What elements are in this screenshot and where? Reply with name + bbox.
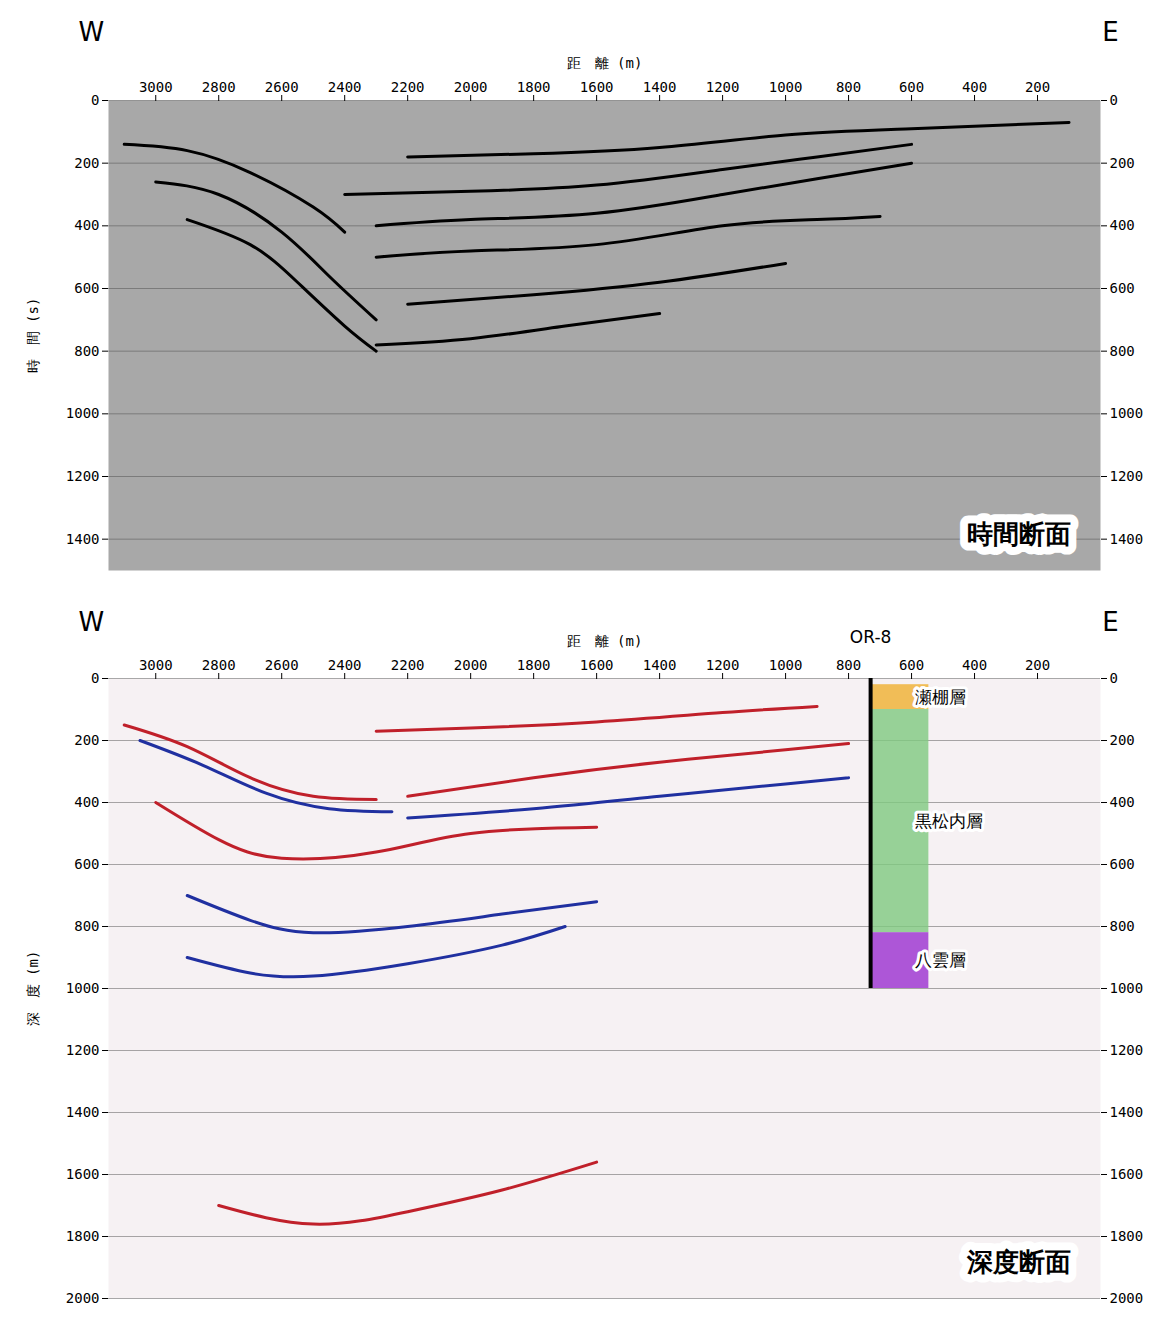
- svg-text:200: 200: [1025, 657, 1050, 673]
- svg-text:1400: 1400: [643, 657, 677, 673]
- svg-text:400: 400: [74, 794, 99, 810]
- svg-text:黒松内層: 黒松内層: [915, 811, 983, 831]
- svg-text:1000: 1000: [66, 405, 100, 421]
- svg-text:400: 400: [962, 657, 987, 673]
- svg-text:八雲層: 八雲層: [915, 950, 966, 970]
- svg-text:1400: 1400: [1110, 531, 1144, 547]
- svg-text:200: 200: [74, 732, 99, 748]
- svg-text:1800: 1800: [1110, 1228, 1144, 1244]
- svg-text:200: 200: [74, 155, 99, 171]
- svg-text:3000: 3000: [139, 657, 173, 673]
- svg-text:W: W: [79, 607, 105, 637]
- svg-text:1400: 1400: [1110, 1104, 1144, 1120]
- svg-text:2400: 2400: [328, 657, 362, 673]
- svg-text:600: 600: [74, 280, 99, 296]
- svg-text:2200: 2200: [391, 79, 425, 95]
- svg-text:1000: 1000: [1110, 405, 1144, 421]
- svg-text:2000: 2000: [66, 1290, 100, 1306]
- svg-text:800: 800: [74, 343, 99, 359]
- svg-text:1800: 1800: [66, 1228, 100, 1244]
- svg-text:200: 200: [1025, 79, 1050, 95]
- svg-text:1400: 1400: [66, 1104, 100, 1120]
- svg-text:1200: 1200: [706, 657, 740, 673]
- svg-text:600: 600: [1110, 280, 1135, 296]
- svg-text:1600: 1600: [66, 1166, 100, 1182]
- svg-text:800: 800: [1110, 918, 1135, 934]
- svg-text:距 離 (m): 距 離 (m): [567, 55, 643, 71]
- svg-text:1800: 1800: [517, 657, 551, 673]
- svg-text:0: 0: [91, 92, 99, 108]
- svg-text:2400: 2400: [328, 79, 362, 95]
- svg-text:深 度 (m): 深 度 (m): [25, 951, 41, 1027]
- svg-text:2600: 2600: [265, 657, 299, 673]
- svg-text:200: 200: [1110, 732, 1135, 748]
- svg-text:1200: 1200: [1110, 468, 1144, 484]
- svg-text:200: 200: [1110, 155, 1135, 171]
- svg-text:800: 800: [836, 79, 861, 95]
- svg-text:1600: 1600: [580, 657, 614, 673]
- svg-text:E: E: [1102, 607, 1118, 637]
- svg-text:1000: 1000: [1110, 980, 1144, 996]
- svg-text:0: 0: [1110, 670, 1118, 686]
- svg-text:1000: 1000: [769, 79, 803, 95]
- svg-text:600: 600: [899, 657, 924, 673]
- svg-text:400: 400: [1110, 217, 1135, 233]
- svg-text:距 離 (m): 距 離 (m): [567, 633, 643, 649]
- svg-text:800: 800: [1110, 343, 1135, 359]
- svg-text:600: 600: [74, 856, 99, 872]
- svg-text:瀬棚層: 瀬棚層: [915, 687, 966, 707]
- svg-text:深度断面: 深度断面: [966, 1247, 1071, 1277]
- svg-text:1200: 1200: [66, 1042, 100, 1058]
- svg-text:1200: 1200: [706, 79, 740, 95]
- svg-text:1600: 1600: [580, 79, 614, 95]
- svg-text:2600: 2600: [265, 79, 299, 95]
- svg-text:2800: 2800: [202, 657, 236, 673]
- svg-text:3000: 3000: [139, 79, 173, 95]
- svg-text:2000: 2000: [454, 79, 488, 95]
- svg-text:1800: 1800: [517, 79, 551, 95]
- svg-text:2000: 2000: [454, 657, 488, 673]
- svg-text:800: 800: [74, 918, 99, 934]
- svg-text:1200: 1200: [1110, 1042, 1144, 1058]
- svg-text:400: 400: [1110, 794, 1135, 810]
- svg-text:600: 600: [1110, 856, 1135, 872]
- svg-text:1000: 1000: [66, 980, 100, 996]
- svg-text:2800: 2800: [202, 79, 236, 95]
- svg-text:1400: 1400: [66, 531, 100, 547]
- svg-text:時間断面: 時間断面: [967, 519, 1071, 549]
- svg-text:600: 600: [899, 79, 924, 95]
- svg-text:時 間 (s): 時 間 (s): [25, 298, 41, 374]
- svg-text:E: E: [1102, 17, 1118, 47]
- svg-text:OR-8: OR-8: [850, 627, 891, 647]
- svg-text:400: 400: [74, 217, 99, 233]
- svg-text:1000: 1000: [769, 657, 803, 673]
- svg-text:400: 400: [962, 79, 987, 95]
- svg-text:800: 800: [836, 657, 861, 673]
- svg-text:W: W: [79, 17, 105, 47]
- svg-text:1200: 1200: [66, 468, 100, 484]
- svg-text:1600: 1600: [1110, 1166, 1144, 1182]
- svg-text:0: 0: [1110, 92, 1118, 108]
- svg-text:1400: 1400: [643, 79, 677, 95]
- svg-text:2000: 2000: [1110, 1290, 1144, 1306]
- svg-text:0: 0: [91, 670, 99, 686]
- svg-text:2200: 2200: [391, 657, 425, 673]
